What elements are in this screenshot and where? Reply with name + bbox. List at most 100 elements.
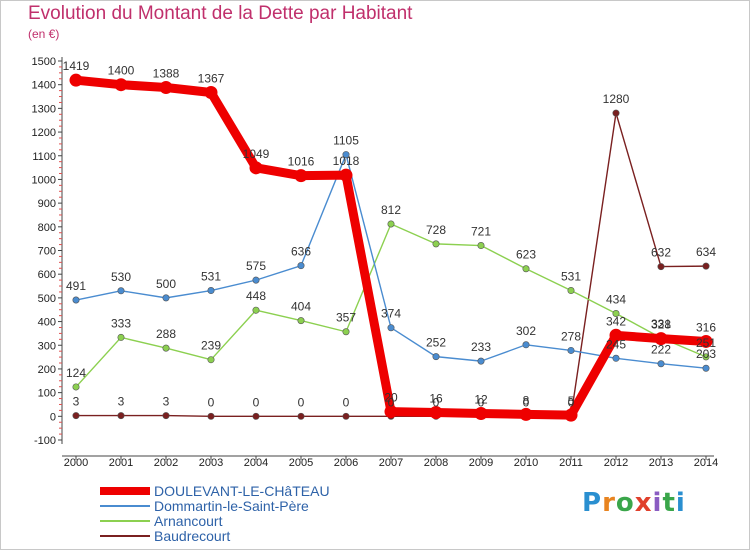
data-point [114,78,128,92]
legend-label: Dommartin-le-Saint-Père [154,498,309,514]
data-point [609,328,623,342]
data-point [294,169,308,183]
data-point [297,317,305,325]
data-label: 3 [73,395,80,409]
data-label: 342 [606,314,626,328]
x-tick-label: 2011 [559,457,583,469]
data-point [297,262,305,270]
data-point [429,406,443,420]
data-point [612,310,620,318]
y-tick-label: 1500 [32,56,56,68]
data-point [702,353,710,361]
data-label: 636 [291,245,311,259]
legend-swatch [100,535,150,537]
data-label: 278 [561,329,581,343]
data-point [612,354,620,362]
data-label: 1016 [288,155,315,169]
data-point [339,168,353,182]
y-tick-label: 1000 [32,174,56,186]
data-point [117,287,125,295]
legend: DOULEVANT-LE-CHâTEAU Dommartin-le-Saint-P… [100,483,420,544]
x-tick-label: 2004 [244,457,268,469]
data-label: 316 [696,320,716,334]
data-point [657,263,665,271]
legend-swatch [100,487,150,495]
data-point [522,341,530,349]
data-label: 1388 [153,67,180,81]
y-tick-label: 600 [38,269,56,281]
data-point [477,242,485,250]
data-label: 0 [343,395,350,409]
data-label: 623 [516,248,536,262]
legend-label: Baudrecourt [154,528,231,544]
data-point [162,412,170,420]
data-label: 500 [156,277,176,291]
y-tick-label: 1300 [32,103,56,115]
x-tick-label: 2012 [604,457,628,469]
data-label: 374 [381,307,401,321]
data-label: 721 [471,225,491,239]
data-point [654,332,668,346]
series-lines [71,75,711,420]
x-tick-label: 2000 [64,457,88,469]
y-tick-label: 0 [50,411,56,423]
data-label: 434 [606,293,626,307]
data-label: 530 [111,270,131,284]
data-label: 575 [246,259,266,273]
x-tick-label: 2006 [334,457,358,469]
y-tick-label: 800 [38,222,56,234]
data-label: 288 [156,327,176,341]
data-point [297,412,305,420]
legend-item: Arnancourt [100,513,420,529]
data-point [207,412,215,420]
data-label: 252 [426,336,446,350]
data-label: 0 [388,395,395,409]
x-tick-label: 2003 [199,457,223,469]
data-point [252,306,260,314]
data-point [159,81,173,95]
data-label: 328 [651,318,671,332]
data-point [117,333,125,341]
data-label: 0 [433,395,440,409]
data-label: 331 [651,317,671,331]
data-point [612,109,620,117]
data-label: 728 [426,223,446,237]
data-label: 0 [253,395,260,409]
data-point [204,86,218,100]
data-label: 1049 [243,147,270,161]
data-point [69,73,83,87]
data-label: 245 [606,337,626,351]
y-tick-label: 500 [38,293,56,305]
data-label: 1400 [108,64,135,78]
x-tick-label: 2007 [379,457,403,469]
y-tick-label: 1400 [32,80,56,92]
data-label: 1280 [603,92,630,106]
x-tick-label: 2008 [424,457,448,469]
data-point [117,412,125,420]
data-label: 222 [651,343,671,357]
data-point [72,296,80,304]
y-tick-label: 900 [38,198,56,210]
data-point [252,412,260,420]
chart-axes: -100010020030040050060070080090010001100… [32,56,719,469]
data-point [162,344,170,352]
data-label: 16 [429,392,443,406]
data-point [657,360,665,368]
series-points [69,73,713,422]
y-tick-label: 200 [38,364,56,376]
x-tick-label: 2009 [469,457,493,469]
x-tick-label: 2013 [649,457,673,469]
x-tick-label: 2014 [694,457,718,469]
data-label: 8 [523,393,530,407]
data-point [519,407,533,421]
data-label: 239 [201,339,221,353]
data-point [699,334,713,348]
data-label: 812 [381,203,401,217]
x-tick-label: 2010 [514,457,538,469]
data-point [207,356,215,364]
legend-item: Baudrecourt [100,528,420,544]
data-label: 233 [471,340,491,354]
data-point [342,328,350,336]
y-tick-label: 100 [38,388,56,400]
